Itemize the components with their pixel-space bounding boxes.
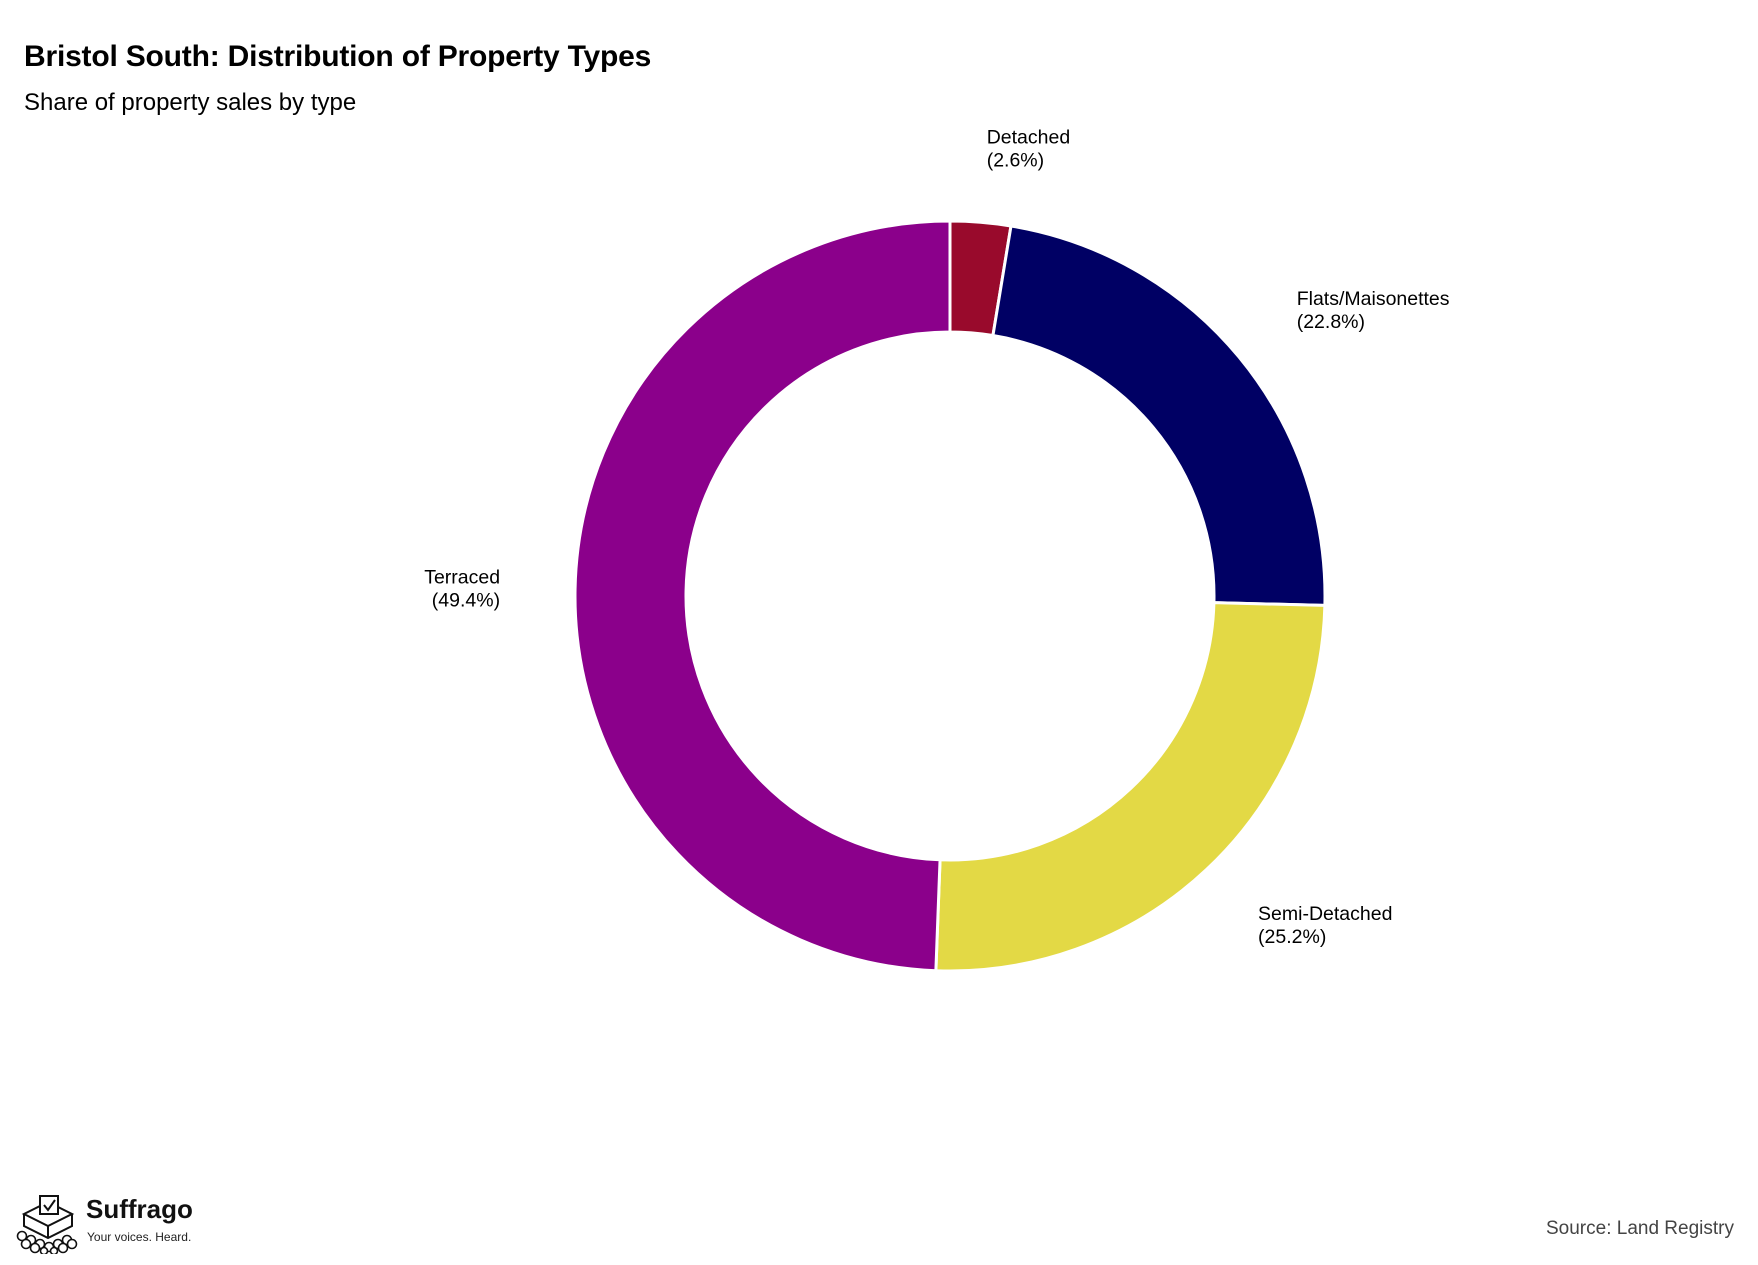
slice-label-semi-detached: Semi-Detached (25.2%) — [1258, 903, 1392, 948]
slice-label-detached: Detached (2.6%) — [987, 127, 1070, 172]
slice-semi-detached — [934, 601, 1327, 973]
brand-tagline: Your voices. Heard. — [87, 1230, 192, 1244]
slice-labels: Detached (2.6%) Flats/Maisonettes (22.8%) Se… — [424, 127, 1450, 949]
slice-label-terraced: Terraced (49.4%) — [424, 567, 500, 612]
chart-subtitle: Share of property sales by type — [24, 89, 357, 116]
brand-logo: Suffrago Your voices. Heard. — [14, 1192, 204, 1254]
slice-flats-maisonettes — [991, 224, 1327, 607]
ballot-box-icon — [16, 1195, 78, 1254]
slice-label-flats-maisonettes: Flats/Maisonettes (22.8%) — [1297, 288, 1450, 333]
source-note: Source: Land Registry — [1546, 1218, 1734, 1239]
donut-slices — [573, 219, 1327, 973]
slice-terraced — [573, 219, 952, 973]
chart-title: Bristol South: Distribution of Property … — [24, 40, 652, 73]
brand-name: Suffrago — [86, 1194, 193, 1224]
